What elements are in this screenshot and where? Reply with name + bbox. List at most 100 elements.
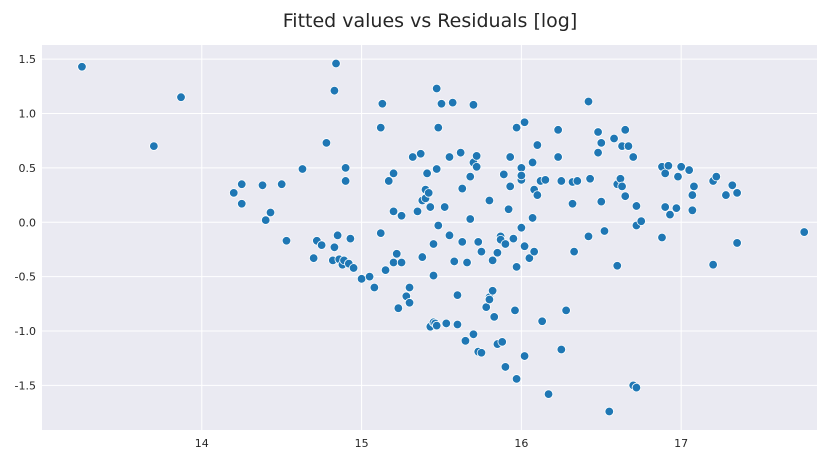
data-point (431, 164, 442, 174)
data-point (376, 122, 386, 133)
data-point (500, 239, 511, 249)
data-point (636, 216, 646, 226)
data-point (492, 248, 503, 258)
data-point (583, 231, 594, 242)
data-point (727, 180, 738, 190)
y-tick-label: 1.5 (19, 53, 37, 66)
x-axis-tick-labels: 14 15 16 17 (195, 437, 688, 450)
data-point (412, 206, 423, 217)
data-point (436, 99, 447, 109)
y-tick-label: 0.5 (19, 162, 37, 175)
data-point (308, 253, 319, 263)
data-point (377, 99, 388, 109)
data-point (229, 188, 239, 198)
data-point (628, 152, 638, 162)
data-point (484, 294, 495, 305)
data-point (444, 152, 455, 162)
data-point (585, 174, 595, 184)
data-point (408, 152, 418, 162)
data-point (604, 406, 614, 417)
data-point (404, 282, 415, 293)
data-point (516, 223, 527, 233)
data-point (471, 162, 482, 172)
data-point (543, 389, 554, 399)
data-point (599, 226, 610, 236)
data-point (519, 117, 530, 127)
data-point (532, 140, 543, 150)
data-point (476, 246, 487, 257)
data-point (609, 133, 619, 144)
data-point (583, 96, 594, 107)
data-point (384, 176, 394, 186)
data-point (457, 237, 467, 247)
data-point (620, 191, 630, 201)
data-point (487, 286, 498, 296)
data-point (508, 233, 519, 244)
data-point (388, 206, 399, 217)
data-point (392, 249, 402, 259)
data-point (561, 305, 571, 316)
data-point (505, 152, 515, 162)
data-point (799, 227, 809, 237)
data-point (673, 171, 683, 182)
data-point (593, 127, 603, 137)
data-point (500, 362, 511, 372)
data-point (431, 83, 442, 94)
data-point (449, 256, 459, 267)
data-point (431, 320, 442, 331)
x-tick-label: 15 (355, 437, 369, 450)
data-point (428, 270, 439, 281)
data-point (329, 242, 340, 252)
data-point (684, 165, 694, 175)
data-point (553, 125, 563, 135)
data-point (331, 58, 341, 69)
data-point (556, 344, 567, 355)
data-point (505, 181, 515, 192)
data-point (462, 257, 472, 268)
data-point (369, 282, 380, 293)
data-point (524, 253, 535, 263)
data-point (465, 214, 475, 224)
data-point (237, 179, 247, 189)
data-point (721, 190, 731, 200)
data-point (316, 240, 327, 250)
data-point (257, 180, 268, 190)
data-point (569, 246, 579, 257)
data-point (540, 175, 551, 185)
data-point (265, 207, 276, 218)
data-point (447, 97, 458, 108)
data-point (388, 257, 399, 268)
data-point (615, 174, 626, 184)
data-point (439, 202, 450, 212)
data-point (149, 141, 159, 151)
chart-title: Fitted values vs Residuals [log] (283, 10, 578, 32)
data-point (687, 205, 698, 216)
y-tick-label: -0.5 (15, 271, 36, 284)
y-tick-label: -1.5 (15, 379, 36, 392)
data-point (623, 141, 634, 151)
plot-area (42, 45, 817, 430)
data-point (660, 202, 670, 212)
data-point (617, 181, 627, 192)
data-point (665, 209, 675, 220)
data-point (516, 170, 527, 181)
data-point (529, 246, 539, 257)
data-point (321, 138, 332, 148)
data-point (424, 188, 434, 198)
data-point (676, 162, 686, 172)
data-point (380, 265, 391, 275)
data-point (511, 374, 522, 384)
data-point (261, 215, 271, 225)
data-point (556, 176, 567, 186)
data-point (428, 239, 439, 249)
data-point (484, 195, 495, 206)
data-point (471, 151, 482, 161)
data-point (416, 149, 426, 159)
y-tick-label: 1.0 (19, 108, 37, 121)
data-point (455, 147, 466, 158)
data-point (441, 318, 451, 329)
y-axis-tick-labels: -1.5 -1.0 -0.5 0.0 0.5 1.0 1.5 (15, 53, 36, 392)
data-point (388, 168, 399, 179)
data-point (663, 161, 674, 171)
